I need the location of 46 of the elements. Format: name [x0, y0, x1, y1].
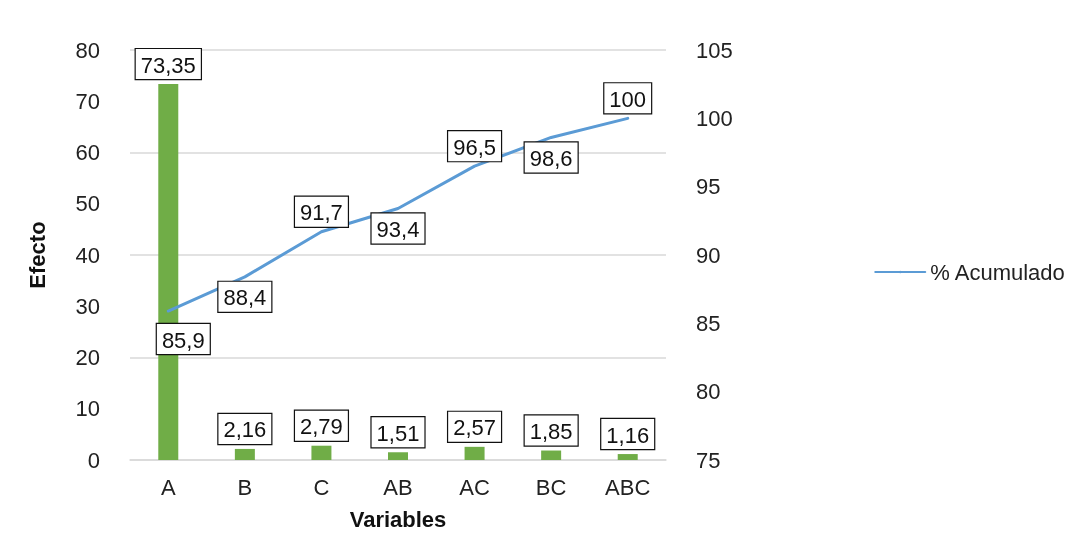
x-tick-label: ABC	[605, 474, 651, 500]
data-label: 88,4	[223, 285, 267, 311]
y2-tick-label: 80	[696, 379, 721, 405]
x-tick-label: AB	[383, 474, 413, 500]
data-label: 2,16	[223, 417, 267, 443]
y-tick-label: 20	[75, 345, 100, 370]
data-label: 73,35	[140, 52, 196, 78]
data-label: 98,6	[529, 145, 573, 171]
x-tick-label: A	[160, 474, 176, 500]
data-label: 1,16	[606, 422, 650, 448]
y-tick-label: 0	[87, 447, 100, 473]
x-tick-label: B	[237, 474, 253, 500]
data-label: 96,5	[453, 134, 496, 160]
y-tick-label: 40	[75, 242, 100, 268]
data-label: 2,57	[453, 415, 496, 441]
x-axis-title: Variables	[349, 506, 447, 532]
data-label: 91,7	[300, 200, 343, 226]
data-label: 1,51	[376, 420, 420, 446]
x-tick-label: C	[313, 474, 330, 500]
bar	[311, 445, 332, 460]
bar	[388, 452, 408, 460]
data-label: 93,4	[376, 217, 420, 243]
y-tick-label: 70	[75, 88, 100, 114]
y-tick-label: 10	[75, 396, 100, 422]
y-tick-label: 30	[75, 293, 100, 319]
y2-tick-label: 75	[696, 447, 721, 473]
x-tick-label: AC	[459, 474, 490, 500]
y-tick-label: 60	[75, 140, 100, 165]
data-label: 2,79	[300, 414, 343, 440]
data-label: 1,85	[529, 419, 573, 445]
data-label: 85,9	[161, 327, 205, 353]
x-tick-label: BC	[535, 474, 567, 500]
y2-tick-label: 105	[696, 37, 733, 63]
y-axis-title: Efecto	[24, 221, 50, 289]
y-tick-label: 50	[75, 191, 100, 217]
bar	[234, 448, 255, 460]
data-label: 100	[609, 86, 647, 112]
y-tick-label: 80	[75, 37, 100, 63]
bar	[464, 446, 485, 460]
y2-tick-label: 85	[696, 310, 721, 336]
legend-label: % Acumulado	[930, 259, 1065, 285]
bar	[541, 450, 562, 460]
y2-tick-label: 100	[696, 105, 733, 131]
y2-tick-label: 90	[696, 242, 721, 268]
y2-tick-label: 95	[696, 174, 721, 200]
bar	[617, 454, 638, 460]
